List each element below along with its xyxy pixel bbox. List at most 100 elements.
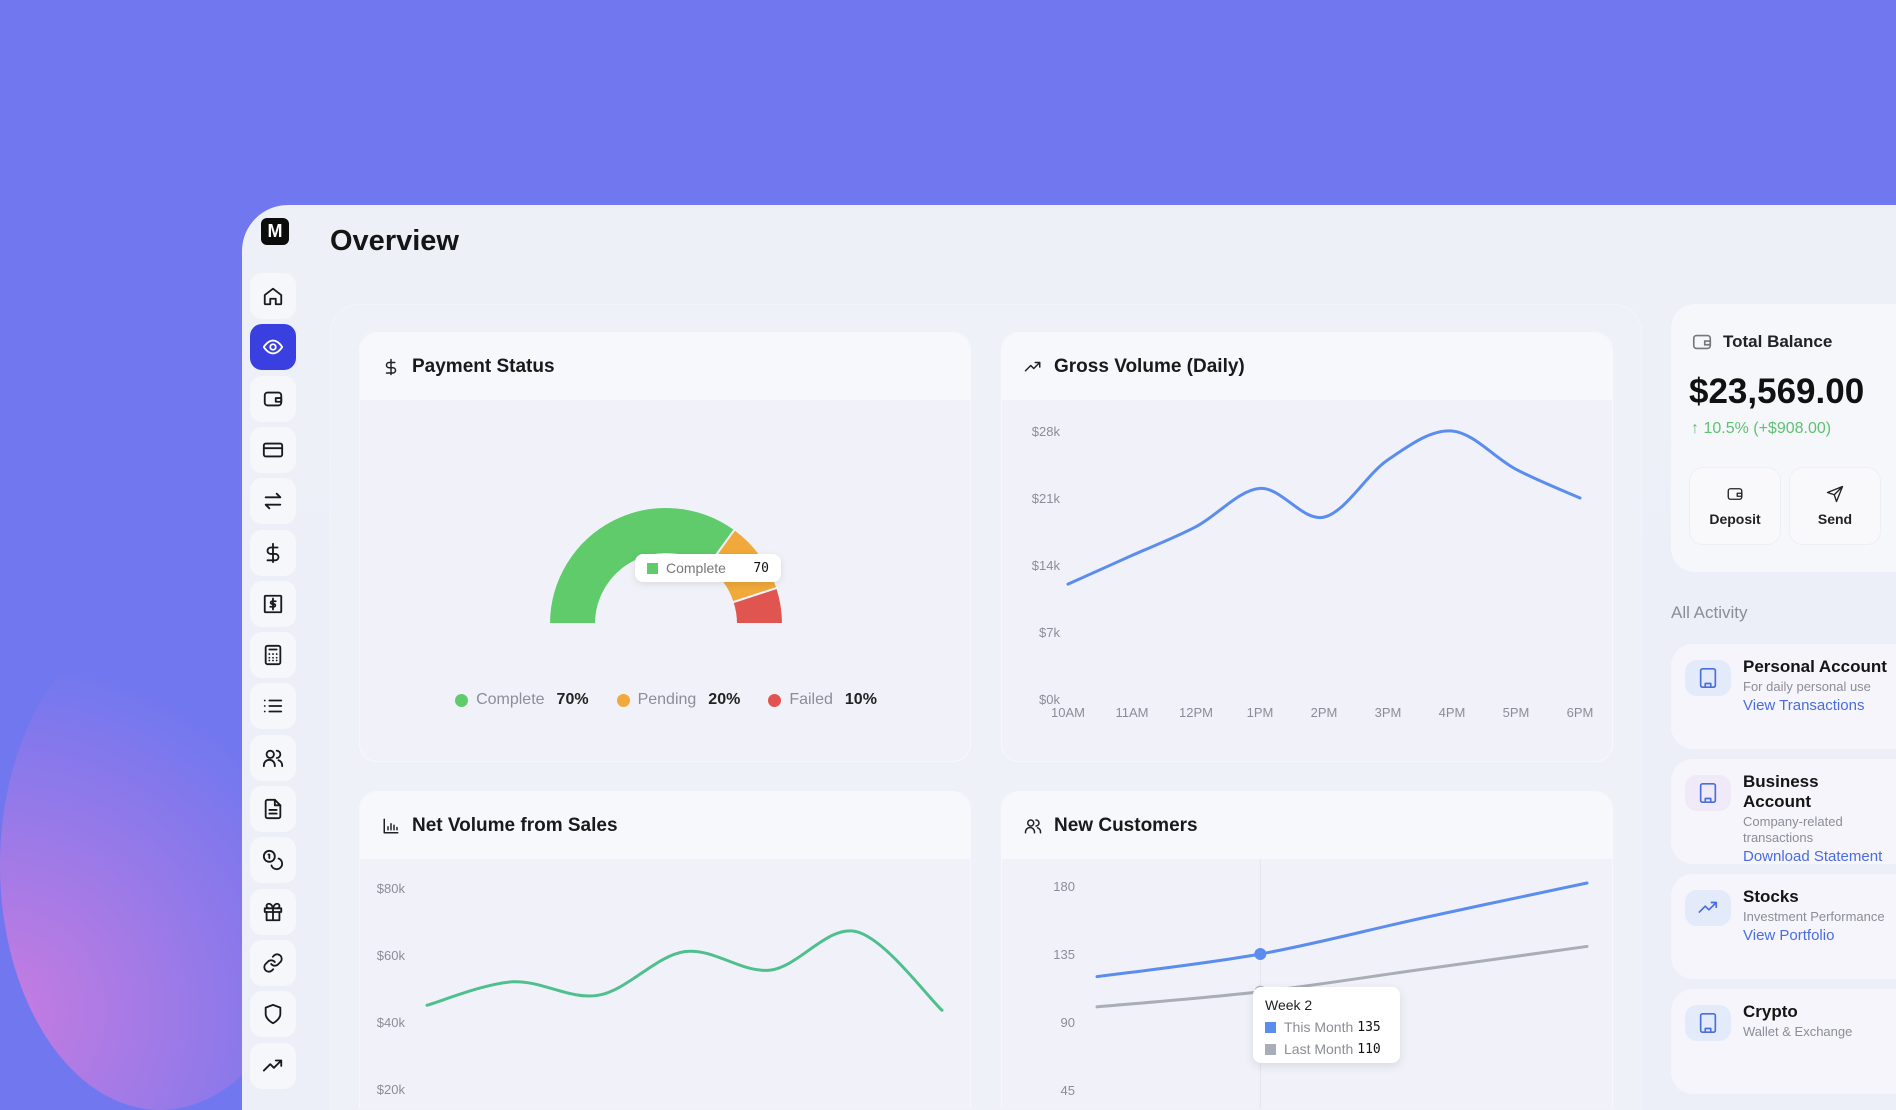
payment-status-card: Payment Status Complete 70 Complete 70% Pen… <box>359 332 971 762</box>
y-tick-label: $28k <box>1032 424 1061 439</box>
activity-name: Personal Account <box>1743 657 1887 676</box>
sidebar-item-document[interactable] <box>250 786 296 832</box>
legend-label: Failed <box>789 691 833 708</box>
balance-amount: $23,569.00 <box>1689 372 1865 411</box>
y-tick-label: $21k <box>1032 491 1061 506</box>
activity-item[interactable]: Crypto Wallet & Exchange <box>1671 989 1896 1094</box>
activity-link[interactable]: View Portfolio <box>1743 927 1835 944</box>
list-icon <box>263 699 283 713</box>
sidebar-item-eye[interactable] <box>250 324 296 371</box>
gross-volume-chart: $0k $7k $14k $21k $28k 10AM 11AM 12PM 1PM 2PM 3PM 4… <box>1032 424 1594 720</box>
x-tick-label: 5PM <box>1503 705 1530 720</box>
app-window: M Overview Payment Status Complete 70 Com… <box>242 205 1896 1110</box>
series-line-last-month <box>1095 944 1589 1009</box>
complete-swatch <box>647 562 658 574</box>
total-balance-card: Total Balance $23,569.00 ↑ 10.5% (+$908.… <box>1671 304 1896 572</box>
new-customers-chart: 45 90 135 180 <box>1053 859 1589 1109</box>
trending-up-icon <box>1024 361 1041 371</box>
sidebar-item-shield[interactable] <box>250 991 296 1038</box>
y-tick-label: $20k <box>377 1082 406 1097</box>
y-tick-label: $80k <box>377 881 406 896</box>
activity-link[interactable]: View Transactions <box>1743 697 1865 714</box>
balance-label: Total Balance <box>1723 332 1833 351</box>
activity-icon-box <box>1685 890 1731 926</box>
x-tick-label: 6PM <box>1567 705 1594 720</box>
gauge-chart <box>547 506 785 625</box>
activity-text: Personal Account For daily personal use Vi… <box>1743 657 1889 715</box>
series-line-this-month <box>1095 881 1589 979</box>
sidebar-item-home[interactable] <box>250 273 296 319</box>
sidebar-item-users[interactable] <box>250 734 296 781</box>
sidebar-item-transfer[interactable] <box>250 478 296 525</box>
sidebar-item-wallet[interactable] <box>250 375 296 422</box>
legend-item: Complete 70% <box>455 691 589 709</box>
gauge-tooltip: Complete 70 <box>635 554 781 582</box>
activity-link[interactable]: Download Statement <box>1743 848 1883 865</box>
shield-icon <box>264 1004 282 1025</box>
last-month-swatch <box>1265 1043 1276 1055</box>
series-line <box>1066 429 1582 586</box>
gauge-segment-complete <box>547 506 737 625</box>
activity-desc: Company-related transactions <box>1743 814 1843 845</box>
send-button[interactable]: Send <box>1789 467 1881 545</box>
bar-chart-icon <box>383 818 399 833</box>
gauge-segment-failed <box>731 586 785 625</box>
sidebar-item-list[interactable] <box>250 683 296 730</box>
button-label: Deposit <box>1709 511 1761 527</box>
tooltip-value: 135 <box>1357 1019 1381 1035</box>
trending-up-icon <box>262 1059 283 1071</box>
activity-heading: All Activity <box>1671 603 1748 622</box>
legend-value: 10% <box>844 691 877 708</box>
tooltip-value: 110 <box>1357 1041 1381 1057</box>
wallet-icon <box>1692 334 1712 350</box>
sidebar-item-dollar[interactable] <box>250 529 296 576</box>
coins-icon <box>262 850 283 871</box>
dollar-icon <box>385 358 397 375</box>
this-month-swatch <box>1265 1021 1276 1033</box>
dollar-icon <box>266 542 280 563</box>
y-tick-label: $40k <box>377 1015 406 1030</box>
tooltip-label: Complete <box>666 560 726 576</box>
y-tick-label: $0k <box>1039 692 1060 707</box>
calculator-icon <box>264 645 282 666</box>
sidebar-item-calculator[interactable] <box>250 632 296 679</box>
activity-text: Stocks Investment Performance View Portfol… <box>1743 887 1889 945</box>
charts-panel: Payment Status Complete 70 Complete 70% Pen… <box>330 304 1642 1110</box>
users-icon <box>262 749 284 767</box>
legend-label: Complete <box>476 691 545 708</box>
sidebar-item-credit-card[interactable] <box>250 426 296 473</box>
chart-tooltip: Week 2 This Month 135 Last Month 110 <box>1253 987 1400 1063</box>
app-logo: M <box>261 218 289 245</box>
eye-icon <box>262 339 284 355</box>
activity-item[interactable]: Stocks Investment Performance View Portfol… <box>1671 874 1896 979</box>
sidebar-item-gift[interactable] <box>250 888 296 935</box>
sidebar-item-banknote[interactable] <box>250 580 296 627</box>
y-tick-label: 45 <box>1061 1083 1075 1098</box>
x-tick-label: 2PM <box>1311 705 1338 720</box>
activity-desc: For daily personal use <box>1743 679 1871 694</box>
card-title: Gross Volume (Daily) <box>1054 355 1245 377</box>
legend-item: Failed 10% <box>768 691 877 709</box>
activity-icon-box <box>1685 660 1731 696</box>
deposit-button[interactable]: Deposit <box>1689 467 1781 545</box>
credit-card-icon <box>262 442 284 458</box>
activity-item[interactable]: Personal Account For daily personal use Vi… <box>1671 644 1896 749</box>
tooltip-label: Last Month <box>1284 1041 1354 1057</box>
gauge-legend: Complete 70% Pending 20% Failed 10% <box>360 691 972 709</box>
legend-dot <box>455 693 469 707</box>
sidebar-item-coins[interactable] <box>250 837 296 884</box>
y-tick-label: 90 <box>1061 1015 1075 1030</box>
legend-value: 70% <box>556 691 589 708</box>
sidebar-item-link[interactable] <box>250 939 296 986</box>
y-tick-label: $60k <box>377 948 406 963</box>
activity-item[interactable]: Business Account Company-related transact… <box>1671 759 1896 865</box>
y-tick-label: 135 <box>1053 947 1075 962</box>
legend-value: 20% <box>708 691 741 708</box>
trending-up-icon <box>1698 901 1718 914</box>
legend-dot <box>768 693 782 707</box>
card-title: New Customers <box>1054 814 1198 836</box>
wallet-icon <box>1727 488 1743 500</box>
tooltip-title: Week 2 <box>1265 997 1313 1013</box>
legend-label: Pending <box>637 691 697 708</box>
sidebar-item-trending-up[interactable] <box>250 1042 296 1089</box>
